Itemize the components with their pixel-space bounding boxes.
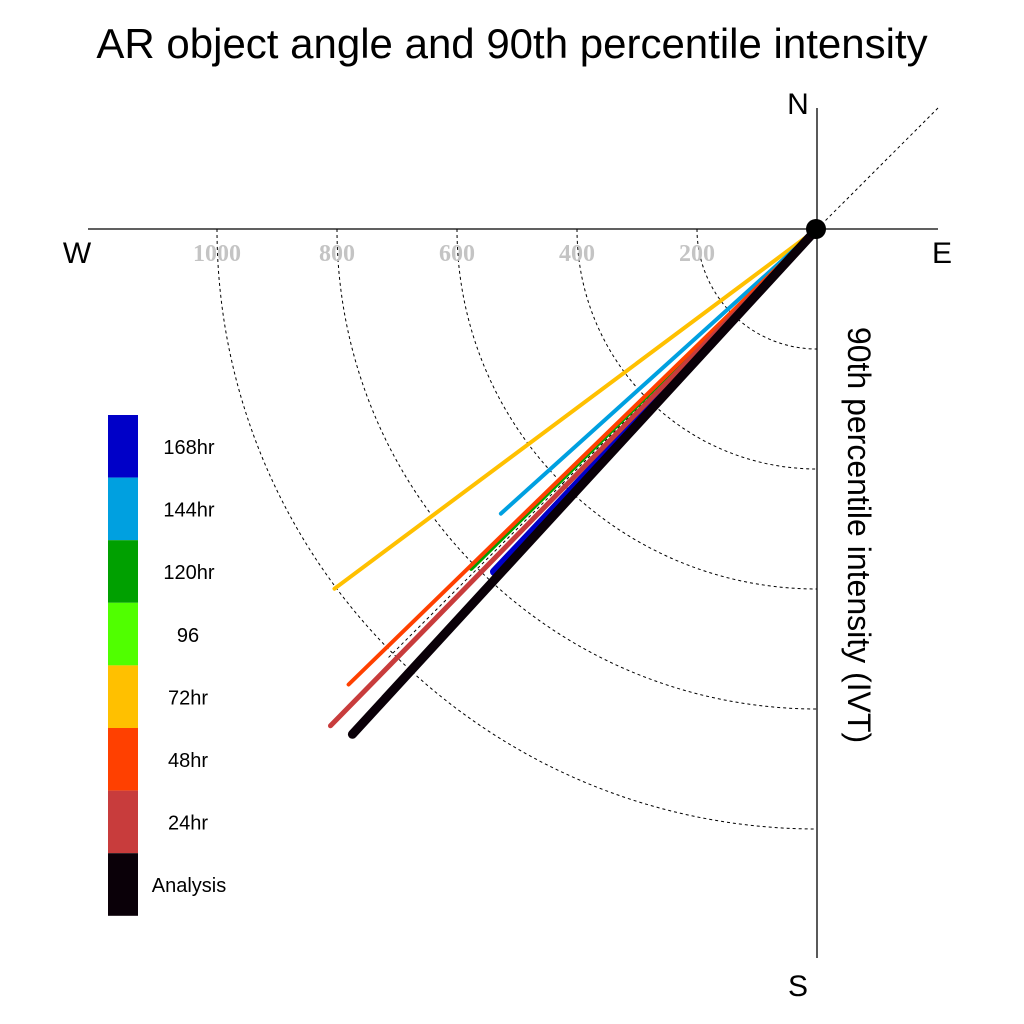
ring-label-400: 400: [559, 241, 595, 267]
legend-label-24hr: 24hr: [168, 813, 208, 835]
intensity-rings: [216, 228, 818, 830]
north-label: N: [787, 88, 809, 121]
legend-swatch-24hr: [108, 790, 138, 854]
south-label: S: [788, 970, 808, 1003]
legend-swatch-48hr: [108, 728, 138, 791]
ring-400: [576, 228, 818, 470]
ring-label-600: 600: [439, 241, 475, 267]
vector-analysis: [347, 224, 822, 739]
legend-label-144hr: 144hr: [163, 500, 214, 522]
legend-label-120hr: 120hr: [163, 562, 214, 584]
east-label: E: [932, 237, 952, 270]
legend-swatch-144hr: [108, 477, 138, 541]
legend-swatch-120hr: [108, 540, 138, 603]
legend-swatch-96: [108, 602, 138, 666]
ring-label-1000: 1000: [193, 241, 241, 267]
legend-swatch-analysis: [108, 853, 138, 916]
vector-48hr: [346, 227, 819, 687]
vector-72hr: [332, 227, 819, 591]
legend-swatch-168hr: [108, 415, 138, 478]
y-axis-label: 90th percentile intensity (IVT): [841, 327, 877, 743]
legend-label-96: 96: [177, 625, 199, 647]
compass-axes: [88, 107, 939, 958]
vector-144hr: [498, 227, 819, 516]
legend-label-168hr: 168hr: [163, 437, 214, 459]
west-label: W: [63, 237, 92, 270]
legend: 168hr 144hr 120hr 96 72hr 48hr 24hr Analysis: [108, 415, 226, 916]
ring-200: [696, 228, 818, 350]
ring-label-800: 800: [319, 241, 355, 267]
ring-tick-labels: 200 400 600 800 1000: [193, 241, 715, 267]
legend-swatch-72hr: [108, 665, 138, 728]
chart-title: AR object angle and 90th percentile inte…: [96, 20, 927, 67]
ring-1000: [216, 228, 818, 830]
legend-label-analysis: Analysis: [152, 875, 226, 897]
legend-label-48hr: 48hr: [168, 750, 208, 772]
diagonal-reference: [387, 107, 939, 659]
ring-600: [456, 228, 818, 590]
vectors: [328, 224, 822, 739]
legend-label-72hr: 72hr: [168, 687, 208, 709]
origin-marker: [806, 219, 826, 239]
ring-label-200: 200: [679, 241, 715, 267]
